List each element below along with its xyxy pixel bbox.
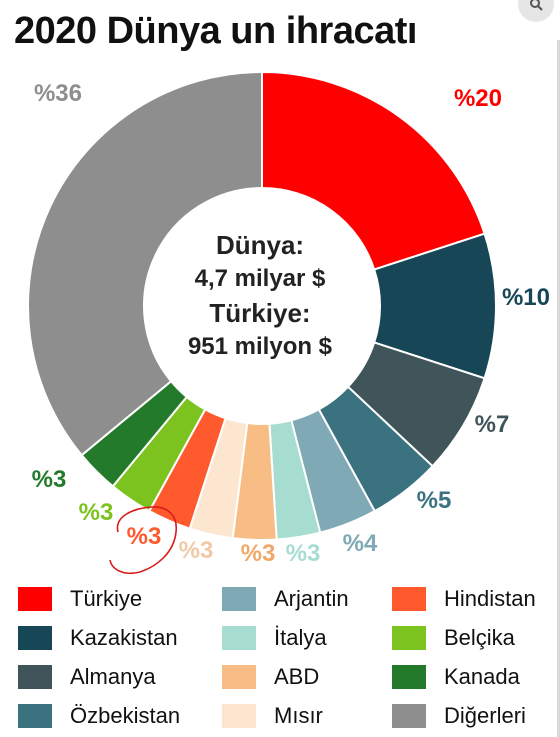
legend-swatch <box>222 626 256 650</box>
donut-slice-12 <box>27 70 263 457</box>
slice-value-label: %3 <box>79 499 114 526</box>
legend-swatch <box>18 665 52 689</box>
page-edge-divider <box>557 40 560 737</box>
hand-drawn-circle-annotation <box>109 506 177 575</box>
slice-value-label: %3 <box>286 540 321 567</box>
center-turkey-value: 951 milyon $ <box>187 333 333 360</box>
slice-value-label: %7 <box>475 411 510 438</box>
donut-center-text: Dünya: 4,7 milyar $ Türkiye: 951 milyon … <box>160 228 360 364</box>
legend-label: Hindistan <box>444 586 536 611</box>
legend-label: ABD <box>274 664 320 689</box>
legend-item: Hindistan <box>392 586 536 612</box>
legend-item: Diğerleri <box>392 703 526 729</box>
image-search-button[interactable] <box>518 0 554 22</box>
donut-chart: %20 %10 %7 %5 %4 %3 %3 %3 %3 %3 %3 %36 <box>27 70 550 575</box>
chart-title: 2020 Dünya un ihracatı <box>14 10 417 52</box>
legend-swatch <box>392 587 426 611</box>
legend-swatch <box>222 587 256 611</box>
legend-item: Kanada <box>392 664 520 690</box>
legend-label: Özbekistan <box>70 703 181 728</box>
legend-label: Diğerleri <box>444 703 526 728</box>
legend-swatch <box>18 587 52 611</box>
legend-label: İtalya <box>274 625 327 650</box>
legend-item: İtalya <box>222 625 327 651</box>
slice-value-label: %3 <box>127 523 162 550</box>
legend-label: Mısır <box>274 703 323 728</box>
legend-swatch <box>18 704 52 728</box>
slice-value-label: %3 <box>179 537 214 564</box>
chart-legend: Türkiye Kazakistan Almanya Özbekistan Arjant… <box>18 586 548 736</box>
legend-item: Mısır <box>222 703 323 729</box>
legend-label: Arjantin <box>274 586 349 611</box>
legend-label: Almanya <box>70 664 156 689</box>
legend-item: Kazakistan <box>18 625 178 651</box>
slice-value-label: %10 <box>502 284 550 311</box>
legend-item: ABD <box>222 664 319 690</box>
legend-item: Almanya <box>18 664 156 690</box>
legend-label: Türkiye <box>70 586 143 611</box>
legend-item: Belçika <box>392 625 515 651</box>
legend-item: Arjantin <box>222 586 349 612</box>
legend-swatch <box>222 665 256 689</box>
slice-value-label: %5 <box>417 487 452 514</box>
center-world-value: 4,7 milyar $ <box>194 265 326 292</box>
legend-swatch <box>392 704 426 728</box>
legend-swatch <box>222 704 256 728</box>
legend-swatch <box>18 626 52 650</box>
legend-label: Kazakistan <box>70 625 178 650</box>
slice-value-label: %20 <box>454 85 502 112</box>
slice-value-label: %36 <box>34 80 82 107</box>
search-icon <box>530 0 543 11</box>
legend-swatch <box>392 665 426 689</box>
center-world-label: Dünya: <box>215 230 305 260</box>
center-turkey-label: Türkiye: <box>209 298 311 328</box>
legend-item: Türkiye <box>18 586 142 612</box>
legend-label: Belçika <box>444 625 515 650</box>
legend-label: Kanada <box>444 664 520 689</box>
donut-slice-1 <box>261 70 486 271</box>
legend-swatch <box>392 626 426 650</box>
slice-value-label: %3 <box>241 540 276 567</box>
legend-item: Özbekistan <box>18 703 180 729</box>
slice-value-label: %4 <box>343 530 378 557</box>
slice-value-label: %3 <box>32 466 67 493</box>
